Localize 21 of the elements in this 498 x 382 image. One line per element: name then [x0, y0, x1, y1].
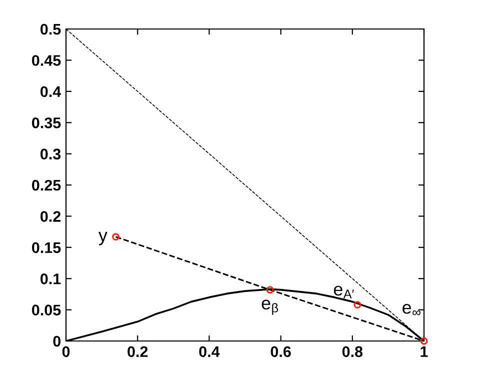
y-tick-label: 0: [53, 336, 61, 347]
x-tick-label: 0: [62, 346, 70, 358]
y-tick-label: 0.5: [40, 24, 61, 35]
annotation: e$_{β}$: [262, 300, 278, 315]
y-tick-label: 0.35: [32, 117, 61, 128]
y-tick-label: 0.15: [32, 242, 61, 254]
x-tick-label: 0.4: [199, 346, 220, 358]
y-tick-label: 0.3: [40, 148, 61, 160]
y-tick-label: 0.2: [40, 211, 61, 222]
x-tick-label: 0.6: [270, 346, 291, 358]
y-tick-label: 0.1: [40, 273, 61, 284]
y-tick-label: 0.25: [32, 180, 61, 191]
y-tick-label: 0.4: [40, 86, 62, 98]
x-tick-label: 0.2: [128, 346, 148, 358]
y-tick-label: 0.05: [32, 304, 61, 316]
y-tick-label: 0.45: [32, 55, 61, 66]
x-tick-label: 0.8: [342, 346, 363, 358]
annotation: e$_{A′}$: [334, 286, 354, 298]
annotation: y: [98, 232, 108, 246]
annotation: e$_{∞}$: [402, 304, 420, 316]
x-tick-label: 1: [420, 346, 428, 357]
